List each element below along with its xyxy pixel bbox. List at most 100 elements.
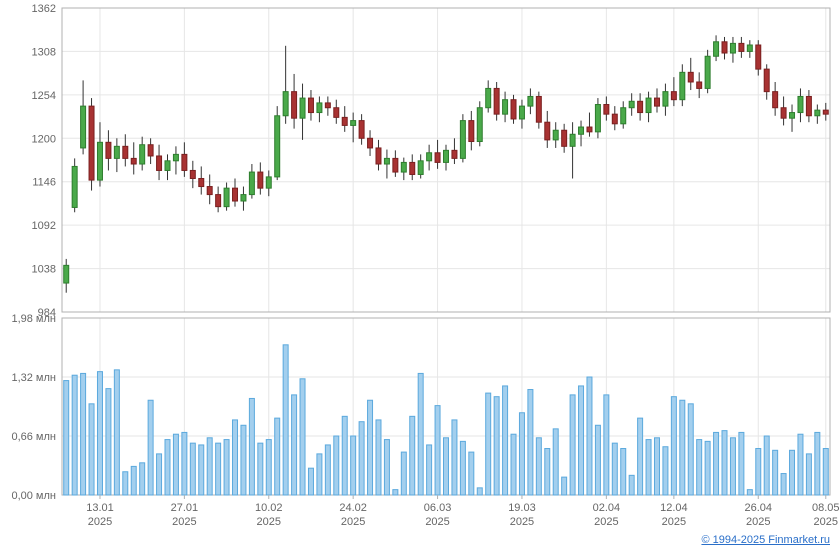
volume-bar xyxy=(64,381,69,495)
price-ytick-label: 1146 xyxy=(32,177,56,189)
volume-bar xyxy=(790,450,795,495)
volume-bar xyxy=(798,434,803,495)
volume-bar xyxy=(781,474,786,495)
x-tick-date: 27.01 xyxy=(171,502,199,514)
candle-body xyxy=(646,98,651,112)
volume-bar xyxy=(334,436,339,495)
volume-bar xyxy=(747,490,752,495)
candle-body xyxy=(165,161,170,171)
volume-bar xyxy=(106,389,111,495)
volume-bar xyxy=(722,431,727,495)
candle-body xyxy=(216,195,221,207)
candle-body xyxy=(528,96,533,106)
candle-body xyxy=(140,145,145,164)
candle-body xyxy=(790,113,795,119)
volume-bar xyxy=(621,449,626,495)
volume-bar xyxy=(452,420,457,495)
candle-body xyxy=(359,121,364,139)
volume-bar xyxy=(72,375,77,495)
candle-body xyxy=(595,105,600,132)
candle-body xyxy=(553,130,558,140)
candle-body xyxy=(89,106,94,180)
volume-bar xyxy=(646,440,651,495)
candle-body xyxy=(190,170,195,178)
volume-bar xyxy=(182,432,187,495)
volume-bar xyxy=(553,429,558,495)
candle-body xyxy=(654,98,659,106)
candle-body xyxy=(604,105,609,115)
candle-body xyxy=(705,56,710,88)
candle-body xyxy=(781,108,786,118)
price-ytick-label: 1308 xyxy=(32,46,56,58)
candle-body xyxy=(410,162,415,174)
x-tick-year: 2025 xyxy=(257,516,281,528)
candle-body xyxy=(815,110,820,116)
candle-body xyxy=(376,148,381,164)
volume-bar xyxy=(494,397,499,495)
candle-body xyxy=(334,108,339,118)
candle-body xyxy=(401,162,406,172)
volume-bar xyxy=(612,443,617,495)
candle-body xyxy=(747,45,752,51)
volume-bar xyxy=(148,400,153,495)
x-tick-date: 13.01 xyxy=(86,502,114,514)
candle-body xyxy=(638,101,643,112)
volume-bar xyxy=(190,443,195,495)
candle-body xyxy=(114,146,119,158)
volume-bar xyxy=(444,438,449,495)
volume-ytick-label: 1,32 млн xyxy=(11,372,56,384)
candle-body xyxy=(157,156,162,170)
candle-body xyxy=(545,122,550,140)
candle-body xyxy=(317,103,322,113)
price-ytick-label: 1038 xyxy=(32,264,56,276)
volume-bar xyxy=(739,432,744,495)
x-tick-date: 02.04 xyxy=(593,502,621,514)
candle-body xyxy=(612,114,617,124)
candle-body xyxy=(773,92,778,108)
x-tick-year: 2025 xyxy=(172,516,196,528)
x-tick-date: 12.04 xyxy=(660,502,688,514)
candle-body xyxy=(207,187,212,195)
candle-body xyxy=(469,121,474,142)
candle-body xyxy=(587,127,592,132)
volume-bar xyxy=(815,432,820,495)
candle-body xyxy=(64,265,69,283)
x-tick-year: 2025 xyxy=(88,516,112,528)
candle-body xyxy=(494,88,499,114)
volume-bar xyxy=(114,370,119,495)
x-tick-date: 06.03 xyxy=(424,502,452,514)
volume-bar xyxy=(317,454,322,495)
x-tick-year: 2025 xyxy=(341,516,365,528)
candle-body xyxy=(182,154,187,170)
candle-body xyxy=(427,153,432,161)
copyright-link[interactable]: © 1994-2025 Finmarket.ru xyxy=(701,534,830,546)
candle-body xyxy=(266,177,271,188)
x-tick-year: 2025 xyxy=(746,516,770,528)
candle-body xyxy=(460,121,465,159)
price-ytick-label: 1362 xyxy=(32,3,56,15)
volume-bar xyxy=(123,472,128,495)
candle-body xyxy=(764,69,769,92)
x-tick-date: 26.04 xyxy=(744,502,772,514)
volume-bar xyxy=(519,413,524,495)
candle-body xyxy=(233,188,238,201)
x-tick-year: 2025 xyxy=(814,516,838,528)
volume-bar xyxy=(806,454,811,495)
candle-body xyxy=(275,116,280,177)
candle-body xyxy=(452,150,457,158)
volume-bar xyxy=(486,393,491,495)
volume-bar xyxy=(579,386,584,495)
candle-body xyxy=(806,96,811,115)
candle-body xyxy=(663,92,668,106)
candle-body xyxy=(486,88,491,107)
candle-body xyxy=(283,92,288,116)
volume-bar xyxy=(410,416,415,495)
candle-body xyxy=(714,42,719,56)
candle-body xyxy=(308,98,313,112)
volume-bar xyxy=(705,441,710,495)
volume-bar xyxy=(368,400,373,495)
volume-bar xyxy=(359,422,364,495)
volume-bar xyxy=(173,434,178,495)
candle-body xyxy=(384,158,389,164)
volume-bar xyxy=(283,345,288,495)
